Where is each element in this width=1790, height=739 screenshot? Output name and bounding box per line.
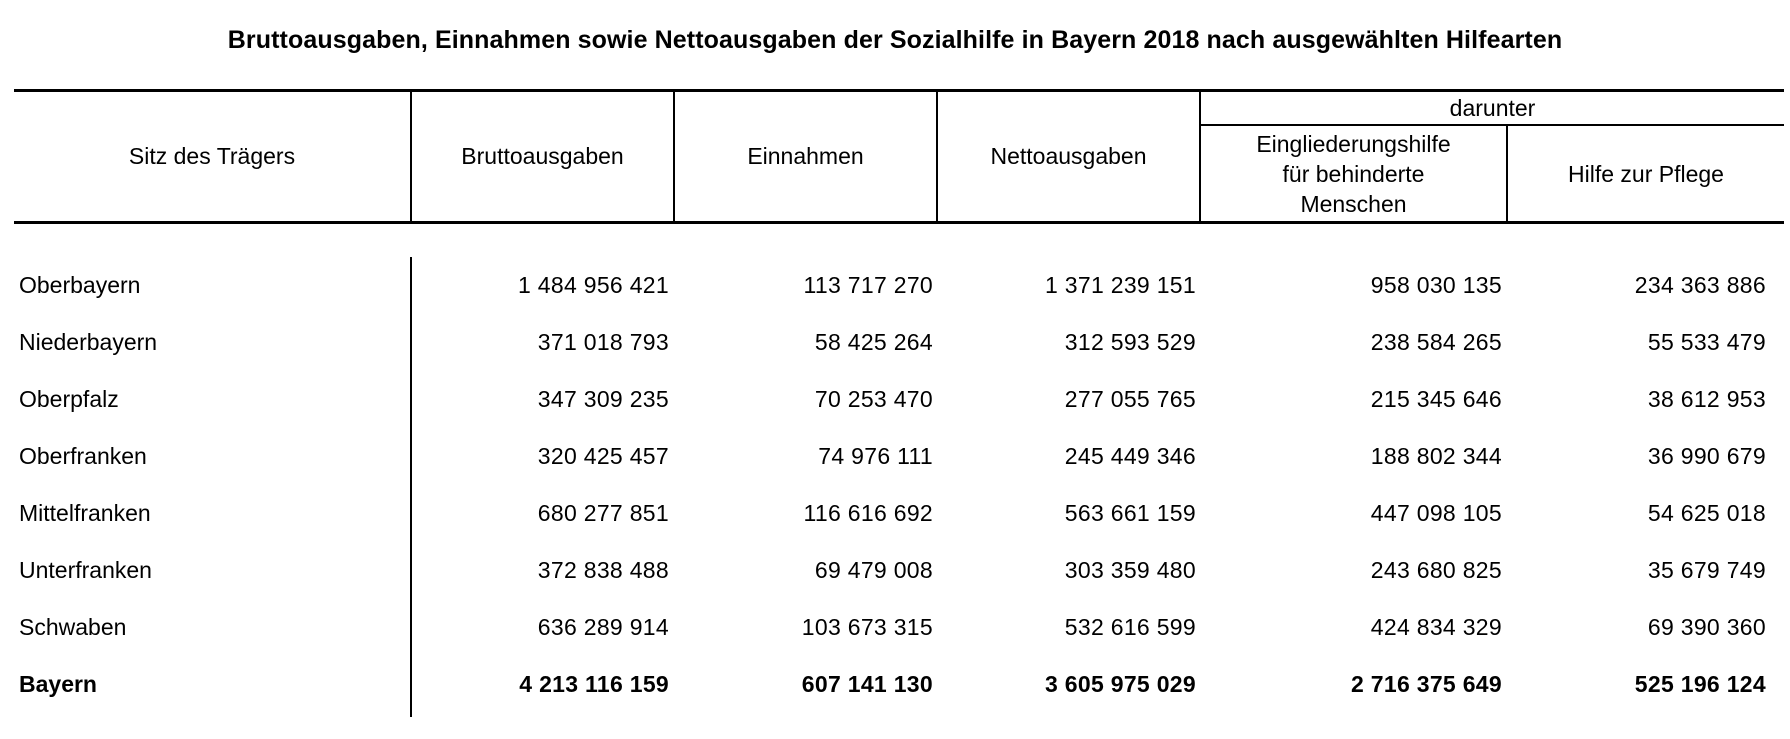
row-pflege: 234 363 886	[1634, 272, 1766, 298]
header-separator	[673, 91, 675, 222]
total-netto: 3 605 975 029	[1045, 671, 1196, 697]
header-darunter-label: darunter	[1449, 95, 1536, 121]
row-region: Mittelfranken	[19, 500, 151, 526]
total-brutto: 4 213 116 159	[519, 671, 669, 697]
table-row: Schwaben 636 289 914 103 673 315 532 616…	[0, 599, 1790, 656]
header-separator	[1506, 125, 1508, 222]
header-eingliederung: Eingliederungshilfe für behinderte Mensc…	[1201, 126, 1506, 221]
header-pflege-label: Hilfe zur Pflege	[1568, 160, 1724, 187]
row-einnahmen: 70 253 470	[814, 386, 933, 412]
row-einnahmen: 116 616 692	[803, 500, 933, 526]
row-brutto: 371 018 793	[537, 329, 669, 355]
header-eingliederung-line3: Menschen	[1300, 190, 1407, 217]
body-separator	[410, 257, 412, 717]
header-eingliederung-line2: für behinderte	[1282, 160, 1425, 187]
table-row: Oberbayern 1 484 956 421 113 717 270 1 3…	[0, 257, 1790, 314]
header-separator	[410, 91, 412, 222]
header-darunter: darunter	[1201, 92, 1784, 124]
row-netto: 245 449 346	[1064, 443, 1196, 469]
row-eingliederung: 243 680 825	[1370, 557, 1502, 583]
row-brutto: 1 484 956 421	[518, 272, 669, 298]
row-eingliederung: 215 345 646	[1370, 386, 1502, 412]
header-brutto: Bruttoausgaben	[412, 91, 673, 221]
table-total-row: Bayern 4 213 116 159 607 141 130 3 605 9…	[0, 656, 1790, 713]
table-row: Oberpfalz 347 309 235 70 253 470 277 055…	[0, 371, 1790, 428]
row-einnahmen: 69 479 008	[814, 557, 933, 583]
row-eingliederung: 447 098 105	[1370, 500, 1502, 526]
row-einnahmen: 58 425 264	[814, 329, 933, 355]
row-brutto: 372 838 488	[537, 557, 669, 583]
row-brutto: 320 425 457	[537, 443, 669, 469]
header-einnahmen: Einnahmen	[675, 91, 936, 221]
total-eingliederung: 2 716 375 649	[1351, 671, 1502, 697]
row-netto: 563 661 159	[1064, 500, 1196, 526]
row-einnahmen: 113 717 270	[803, 272, 933, 298]
row-region: Schwaben	[19, 614, 127, 640]
header-pflege: Hilfe zur Pflege	[1508, 126, 1784, 221]
row-netto: 1 371 239 151	[1045, 272, 1196, 298]
row-region: Oberfranken	[19, 443, 147, 469]
row-pflege: 69 390 360	[1647, 614, 1766, 640]
row-pflege: 35 679 749	[1647, 557, 1766, 583]
table-row: Oberfranken 320 425 457 74 976 111 245 4…	[0, 428, 1790, 485]
row-eingliederung: 424 834 329	[1370, 614, 1502, 640]
page-title: Bruttoausgaben, Einnahmen sowie Nettoaus…	[227, 26, 1563, 54]
row-pflege: 38 612 953	[1647, 386, 1766, 412]
row-netto: 532 616 599	[1064, 614, 1196, 640]
header-brutto-label: Bruttoausgaben	[461, 143, 624, 169]
table-row: Unterfranken 372 838 488 69 479 008 303 …	[0, 542, 1790, 599]
row-eingliederung: 188 802 344	[1370, 443, 1502, 469]
header-eingliederung-line1: Eingliederungshilfe	[1256, 130, 1451, 157]
header-bottom-rule	[14, 221, 1784, 224]
table-top-rule	[14, 89, 1784, 92]
header-region-label: Sitz des Trägers	[128, 143, 296, 169]
row-region: Niederbayern	[19, 329, 158, 355]
row-pflege: 54 625 018	[1647, 500, 1766, 526]
header-einnahmen-label: Einnahmen	[747, 143, 864, 169]
header-separator	[936, 91, 938, 222]
row-pflege: 36 990 679	[1647, 443, 1766, 469]
row-brutto: 636 289 914	[537, 614, 669, 640]
table-row: Mittelfranken 680 277 851 116 616 692 56…	[0, 485, 1790, 542]
total-pflege: 525 196 124	[1634, 671, 1766, 697]
row-eingliederung: 958 030 135	[1370, 272, 1502, 298]
row-netto: 303 359 480	[1064, 557, 1196, 583]
row-eingliederung: 238 584 265	[1370, 329, 1502, 355]
header-separator	[1199, 91, 1201, 222]
row-pflege: 55 533 479	[1647, 329, 1766, 355]
total-region: Bayern	[19, 671, 97, 697]
row-netto: 312 593 529	[1064, 329, 1196, 355]
total-einnahmen: 607 141 130	[801, 671, 933, 697]
row-region: Oberpfalz	[19, 386, 119, 412]
row-einnahmen: 74 976 111	[818, 443, 933, 469]
header-netto-label: Nettoausgaben	[990, 143, 1147, 169]
row-brutto: 680 277 851	[537, 500, 669, 526]
row-region: Oberbayern	[19, 272, 141, 298]
row-brutto: 347 309 235	[537, 386, 669, 412]
row-region: Unterfranken	[19, 557, 152, 583]
header-region: Sitz des Trägers	[14, 91, 410, 221]
row-einnahmen: 103 673 315	[801, 614, 933, 640]
header-netto: Nettoausgaben	[938, 91, 1199, 221]
table-row: Niederbayern 371 018 793 58 425 264 312 …	[0, 314, 1790, 371]
darunter-rule	[1201, 124, 1784, 126]
row-netto: 277 055 765	[1064, 386, 1196, 412]
